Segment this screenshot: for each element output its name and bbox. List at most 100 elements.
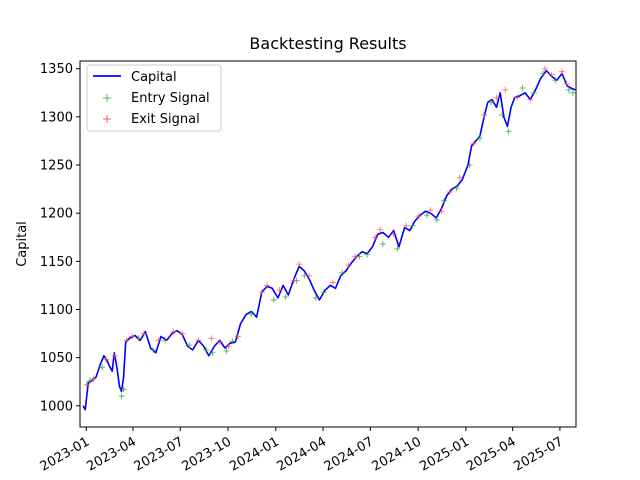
- entry-signal-marker: [203, 346, 210, 353]
- exit-signal-marker: [128, 333, 135, 340]
- y-tick-label: 1100: [40, 303, 73, 318]
- exit-signal-marker: [225, 343, 232, 350]
- entry-signal-marker: [270, 296, 277, 303]
- exit-signal-marker: [502, 86, 509, 93]
- exit-signal-marker: [102, 356, 109, 363]
- entry-signal-marker: [441, 197, 448, 204]
- y-tick-label: 1200: [40, 207, 73, 222]
- entry-signal-marker: [379, 241, 386, 247]
- exit-signal-marker: [372, 234, 379, 241]
- exit-signal-marker: [234, 333, 241, 340]
- entry-signal-marker: [186, 342, 193, 349]
- exit-signal-marker: [329, 279, 336, 286]
- y-tick-label: 1300: [40, 110, 73, 125]
- exit-signal-marker: [390, 231, 397, 238]
- exit-signal-marker: [563, 81, 570, 88]
- entry-signal-marker: [312, 294, 319, 301]
- y-axis: 1000 1050 1100 1150 1200 1250 1300 1350: [40, 62, 80, 414]
- exit-signal-marker: [456, 174, 463, 181]
- exit-signal-marker: [481, 111, 488, 118]
- entry-signal-marker: [466, 162, 473, 169]
- exit-signal-marker: [140, 330, 147, 337]
- exit-signal-marker: [179, 330, 186, 337]
- exit-signal-marker: [438, 208, 445, 215]
- entry-signal-marker: [339, 269, 346, 276]
- entry-signal-marker: [433, 216, 440, 223]
- exit-signal-marker: [195, 337, 202, 344]
- exit-signal-marker: [276, 287, 283, 294]
- entry-signal-marker: [150, 346, 157, 353]
- exit-signal-marker: [90, 375, 97, 382]
- exit-signal-marker: [155, 337, 162, 344]
- axes-frame: [79, 60, 577, 428]
- entry-signal-marker: [552, 77, 559, 84]
- entry-signal-marker: [540, 70, 547, 77]
- y-axis-label: Capital: [15, 221, 30, 267]
- exit-signal-marker: [123, 337, 130, 344]
- exit-signal-marker: [263, 282, 270, 289]
- legend-exit-swatch: [103, 115, 111, 123]
- exit-signal-marker: [290, 277, 297, 284]
- entry-signal-marker: [209, 349, 216, 356]
- entry-signal-marker: [530, 89, 537, 96]
- entry-signal-marker: [364, 251, 371, 258]
- entry-signal-marker: [409, 222, 416, 229]
- exit-signal-marker: [377, 226, 384, 233]
- entry-signal-marker: [453, 185, 460, 192]
- exit-signal-marker: [427, 207, 434, 214]
- entry-signal-marker: [320, 289, 327, 296]
- legend-exit-label: Exit Signal: [131, 112, 200, 127]
- y-tick-label: 1050: [40, 351, 73, 366]
- exit-signal-marker: [111, 352, 118, 359]
- exit-signal-marker: [216, 339, 223, 346]
- chart-title: Backtesting Results: [249, 34, 406, 53]
- legend-capital-label: Capital: [131, 70, 177, 85]
- entry-signal-marker: [229, 338, 236, 345]
- entry-signal-marker: [135, 335, 142, 342]
- entry-signal-marker: [505, 128, 512, 135]
- entry-signal-marker: [120, 386, 127, 393]
- exit-signal-marker: [446, 188, 453, 195]
- exit-signal-marker: [527, 96, 534, 103]
- capital-line: [82, 69, 576, 411]
- entry-signal-marker: [487, 99, 494, 106]
- exit-signal-marker: [514, 94, 521, 101]
- legend: Capital Entry Signal Exit Signal: [86, 64, 222, 132]
- exit-signal-marker: [208, 335, 215, 342]
- exit-signal-marker: [83, 381, 90, 388]
- exit-signal-marker: [470, 140, 477, 147]
- entry-signal-marker: [118, 393, 125, 400]
- plot-area: [82, 65, 576, 411]
- entry-signal-marker: [569, 89, 576, 96]
- exit-signal-marker: [493, 94, 500, 101]
- entry-signal-marker: [394, 245, 401, 252]
- exit-signal-marker: [258, 289, 265, 296]
- exit-signal-marker: [541, 65, 548, 72]
- legend-box: [86, 64, 222, 132]
- entry-signal-marker: [519, 84, 526, 91]
- exit-signal-marker: [403, 222, 410, 229]
- exit-signal-marker: [352, 253, 359, 260]
- exit-signal-marker: [548, 71, 555, 78]
- y-tick-label: 1150: [40, 255, 73, 270]
- legend-entry-label: Entry Signal: [131, 91, 210, 106]
- entry-signal-marker: [86, 377, 93, 384]
- exit-signal-marker: [345, 262, 352, 269]
- entry-signal-marker: [248, 311, 255, 318]
- exit-signal-marker: [296, 261, 303, 268]
- legend-entry-swatch: [103, 94, 111, 102]
- exit-signal-marker: [415, 213, 422, 220]
- entry-signal-marker: [223, 347, 230, 354]
- entry-signal-marker: [99, 364, 106, 371]
- exit-signal-marker: [170, 328, 177, 335]
- entry-signal-marker: [565, 86, 572, 93]
- exit-signal-marker: [306, 272, 313, 279]
- y-tick-label: 1250: [40, 159, 73, 174]
- entry-signal-marker: [476, 135, 483, 142]
- entry-signal-marker: [423, 212, 430, 219]
- y-tick-label: 1350: [40, 62, 73, 77]
- entry-signal-marker: [162, 337, 169, 344]
- y-tick-label: 1000: [40, 399, 73, 414]
- exit-signal-marker: [558, 68, 565, 75]
